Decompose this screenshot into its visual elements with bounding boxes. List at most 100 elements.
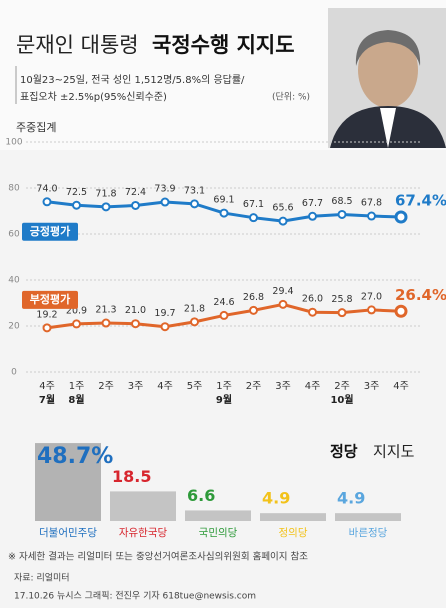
value-label: 18.5 (112, 467, 151, 486)
value-label: 71.8 (95, 188, 116, 199)
y-tick-label: 20 (8, 322, 20, 332)
value-label: 26.8 (243, 292, 264, 303)
x-tick-label: 4주 (157, 381, 173, 392)
unit: (단위: %) (272, 92, 310, 103)
value-label: 19.2 (36, 309, 57, 320)
value-label: 65.6 (272, 203, 293, 214)
category-label: 정의당 (279, 527, 308, 539)
point (131, 319, 140, 329)
x-tick-label: 3주 (275, 381, 291, 392)
point (72, 319, 81, 329)
value-label: 20.9 (66, 305, 87, 316)
legend-badge (22, 222, 78, 241)
point (101, 318, 111, 328)
value-label: 26.4% (395, 286, 446, 304)
x-tick-label: 1주 (216, 381, 232, 392)
value-label: 72.5 (66, 187, 87, 198)
point (249, 213, 258, 223)
x-tick-label: 5주 (187, 381, 203, 392)
point (190, 199, 199, 209)
y-tick-label: 40 (8, 276, 20, 286)
point (337, 308, 347, 318)
month-label: 9월 (216, 394, 232, 406)
value-label: 21.8 (184, 303, 205, 314)
value-label: 69.1 (213, 195, 234, 206)
value-label: 19.7 (154, 308, 175, 319)
y-tick-label: 60 (8, 230, 20, 240)
subtitle: 10월23~25일, 전국 성인 1,512명/5.8%의 응답률/ (20, 74, 245, 86)
point (101, 202, 111, 212)
point (160, 197, 170, 207)
point (337, 209, 347, 219)
subtitle: 표집오차 ±2.5%p(95%신뢰수준) (20, 91, 167, 103)
category-label: 자유한국당 (119, 527, 168, 539)
point (278, 299, 288, 309)
value-label: 26.0 (302, 294, 323, 305)
point (72, 200, 81, 210)
value-label: 24.6 (213, 297, 234, 308)
point (308, 307, 317, 317)
point (278, 216, 288, 226)
point (367, 211, 376, 221)
value-label: 4.9 (337, 489, 365, 508)
credit: 17.10.26 뉴시스 그래픽: 전진우 기자 618tue@newsis.c… (14, 591, 256, 602)
x-tick-label: 4주 (393, 381, 409, 392)
value-label: 25.8 (331, 294, 352, 305)
value-label: 73.9 (154, 184, 175, 195)
point (394, 304, 408, 318)
x-tick-label: 4주 (39, 381, 55, 392)
legend-label: 부정평가 (30, 292, 70, 306)
point (367, 305, 376, 315)
value-label: 67.8 (361, 198, 382, 209)
x-tick-label: 3주 (128, 381, 144, 392)
bar (185, 510, 251, 521)
value-label: 27.0 (361, 291, 382, 302)
month-label: 8월 (68, 394, 84, 406)
bar-title-suffix: 지지도 (373, 443, 415, 461)
month-label: 7월 (39, 394, 55, 406)
value-label: 29.4 (272, 286, 293, 297)
point (42, 197, 52, 207)
bar-title: 정당 (330, 443, 358, 461)
y-tick-label: 0 (11, 368, 17, 378)
source: 자료: 리얼미터 (14, 573, 70, 584)
point (308, 211, 317, 221)
value-label: 72.4 (125, 187, 146, 198)
value-label: 6.6 (187, 486, 215, 505)
month-label: 10월 (330, 394, 353, 406)
value-label: 48.7% (37, 444, 113, 469)
value-label: 21.3 (95, 305, 116, 316)
point (190, 317, 199, 327)
title: 문재인 대통령 (16, 33, 139, 57)
point (394, 210, 408, 224)
category-label: 국민의당 (199, 527, 238, 539)
point (131, 200, 140, 210)
bar (335, 513, 401, 521)
y-tick-label: 100 (5, 138, 22, 148)
value-label: 73.1 (184, 185, 205, 196)
axis-label: 주중집계 (16, 121, 56, 134)
title-emphasis: 국정수행 지지도 (152, 33, 295, 57)
value-label: 4.9 (262, 489, 290, 508)
y-tick-label: 80 (8, 184, 20, 194)
point (249, 305, 258, 315)
photo (328, 8, 446, 148)
category-label: 더불어민주당 (39, 527, 97, 539)
legend-label: 긍정평가 (30, 224, 70, 238)
bar (260, 513, 326, 521)
value-label: 21.0 (125, 305, 146, 316)
x-tick-label: 1주 (69, 381, 85, 392)
x-tick-label: 4주 (305, 381, 321, 392)
point (219, 208, 229, 218)
x-tick-label: 3주 (364, 381, 380, 392)
point (160, 322, 170, 332)
bar (110, 491, 176, 521)
value-label: 67.1 (243, 199, 264, 210)
x-tick-label: 2주 (98, 381, 114, 392)
value-label: 74.0 (36, 183, 57, 194)
value-label: 67.7 (302, 198, 323, 209)
value-label: 67.4% (395, 191, 446, 209)
value-label: 68.5 (331, 196, 352, 207)
